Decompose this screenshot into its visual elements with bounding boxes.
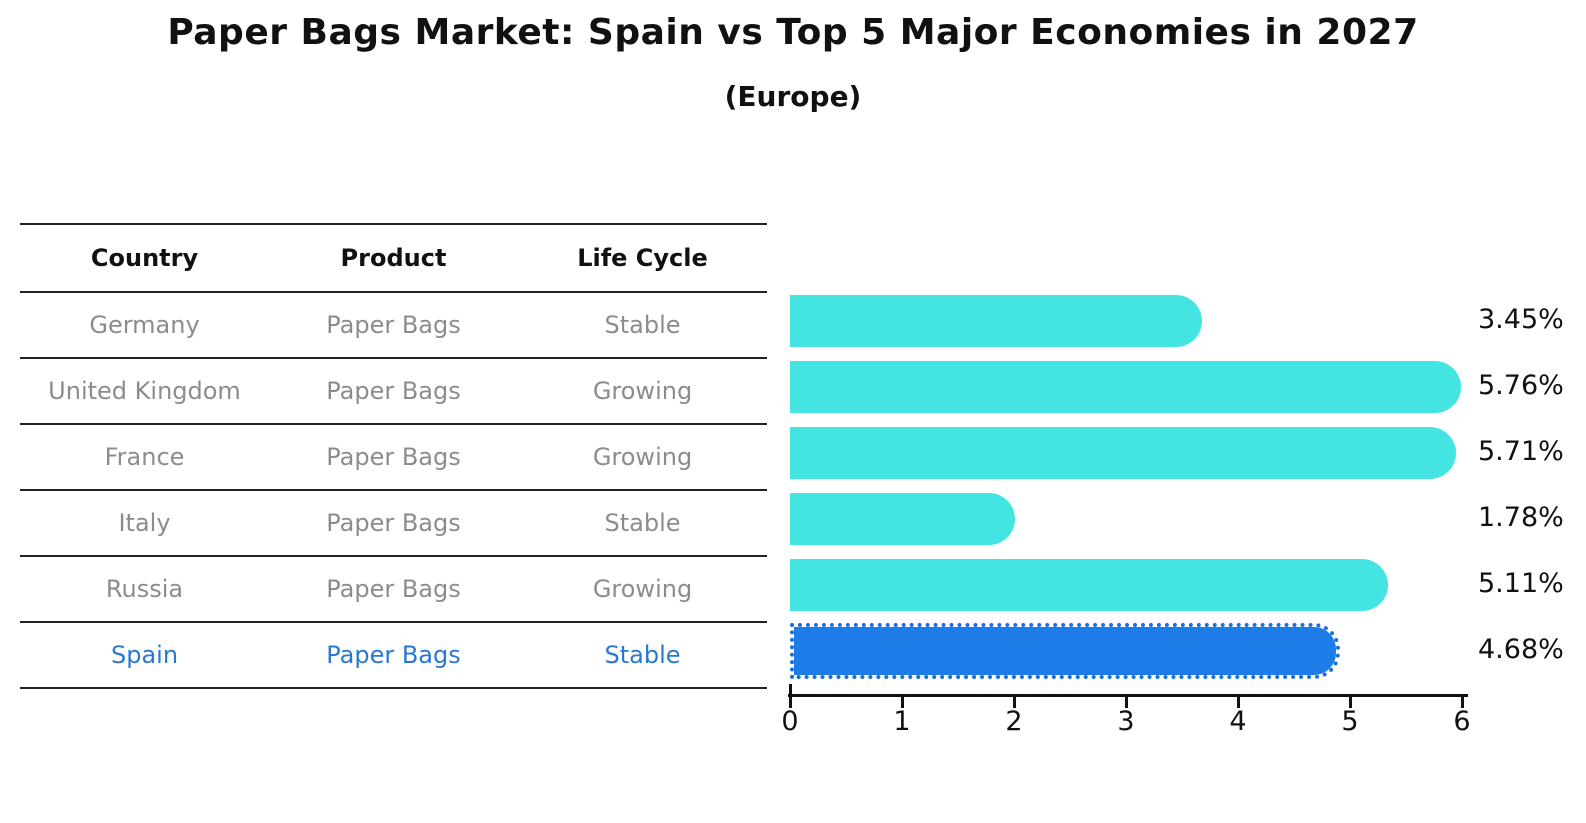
- table-header-row: Country Product Life Cycle: [20, 223, 767, 293]
- x-axis-tick-label: 4: [1229, 706, 1247, 737]
- bar-russia: [790, 559, 1388, 611]
- table-cell-life-cycle: Stable: [604, 311, 681, 339]
- table-header-product: Product: [340, 244, 447, 272]
- x-axis-tick: [1349, 694, 1352, 708]
- table-cell-product: Paper Bags: [326, 377, 461, 405]
- x-axis-tick: [901, 694, 904, 708]
- table-cell-product: Paper Bags: [326, 575, 461, 603]
- table-cell-country: France: [104, 443, 185, 471]
- bar-france: [790, 427, 1456, 479]
- x-axis-tick-label: 1: [893, 706, 911, 737]
- x-axis-line: [788, 694, 1468, 697]
- table-cell-life-cycle: Stable: [604, 509, 681, 537]
- table-cell-country: United Kingdom: [48, 377, 241, 405]
- table-header-country: Country: [90, 244, 199, 272]
- x-axis-tick-label: 0: [781, 706, 799, 737]
- table-row: Russia Paper Bags Growing: [20, 557, 767, 623]
- table-cell-country: Russia: [105, 575, 184, 603]
- table-cell-life-cycle: Growing: [592, 377, 693, 405]
- table-cell-country: Germany: [89, 311, 200, 339]
- bar-germany: [790, 295, 1202, 347]
- table-cell-product: Paper Bags: [326, 311, 461, 339]
- x-axis-tick: [1125, 694, 1128, 708]
- x-axis-tick-label: 6: [1453, 706, 1471, 737]
- table-cell-life-cycle: Growing: [592, 443, 693, 471]
- value-label: 1.78%: [1478, 502, 1564, 533]
- table-cell-country: Italy: [118, 509, 171, 537]
- x-axis-tick-label: 3: [1117, 706, 1135, 737]
- table-row: Spain Paper Bags Stable: [20, 623, 767, 689]
- value-label: 3.45%: [1478, 304, 1564, 335]
- table-cell-life-cycle: Growing: [592, 575, 693, 603]
- x-axis-tick: [1013, 694, 1016, 708]
- table-body: Germany Paper Bags Stable United Kingdom Pap…: [20, 293, 767, 689]
- x-axis-tick: [789, 684, 792, 708]
- table-row: Germany Paper Bags Stable: [20, 293, 767, 359]
- x-axis-tick-label: 5: [1341, 706, 1359, 737]
- x-axis-tick: [1237, 694, 1240, 708]
- chart-subtitle: (Europe): [724, 80, 862, 113]
- chart-title: Paper Bags Market: Spain vs Top 5 Major …: [167, 12, 1419, 53]
- table-cell-life-cycle: Stable: [604, 641, 681, 669]
- bar-italy: [790, 493, 1015, 545]
- table-cell-product: Paper Bags: [326, 641, 461, 669]
- value-label: 5.71%: [1478, 436, 1564, 467]
- x-axis-tick: [1461, 694, 1464, 708]
- value-label: 5.11%: [1478, 568, 1564, 599]
- table-header-life-cycle: Life Cycle: [577, 244, 708, 272]
- bar-united-kingdom: [790, 361, 1461, 413]
- table-row: United Kingdom Paper Bags Growing: [20, 359, 767, 425]
- table-cell-product: Paper Bags: [326, 509, 461, 537]
- table-cell-country: Spain: [110, 641, 179, 669]
- country-table: Country Product Life Cycle Germany Paper …: [20, 223, 767, 689]
- table-cell-product: Paper Bags: [326, 443, 461, 471]
- table-row: Italy Paper Bags Stable: [20, 491, 767, 557]
- value-label: 5.76%: [1478, 370, 1564, 401]
- x-axis-tick-label: 2: [1005, 706, 1023, 737]
- bar-highlight-spain: [790, 623, 1340, 679]
- value-label: 4.68%: [1478, 634, 1564, 665]
- table-row: France Paper Bags Growing: [20, 425, 767, 491]
